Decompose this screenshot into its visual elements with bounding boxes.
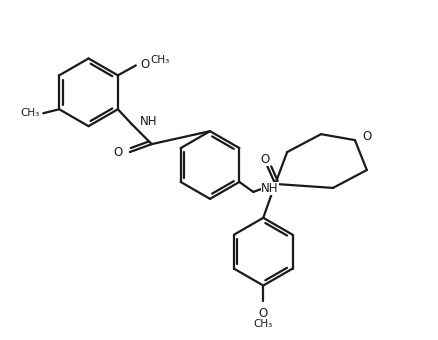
Text: NH: NH: [140, 115, 157, 128]
Text: O: O: [113, 146, 123, 158]
Text: CH₃: CH₃: [254, 319, 273, 329]
Text: O: O: [261, 153, 270, 166]
Text: CH₃: CH₃: [20, 108, 39, 118]
Text: NH: NH: [261, 183, 279, 196]
Text: O: O: [258, 307, 268, 320]
Text: CH₃: CH₃: [151, 55, 170, 65]
Text: O: O: [363, 130, 372, 143]
Text: O: O: [141, 58, 150, 71]
